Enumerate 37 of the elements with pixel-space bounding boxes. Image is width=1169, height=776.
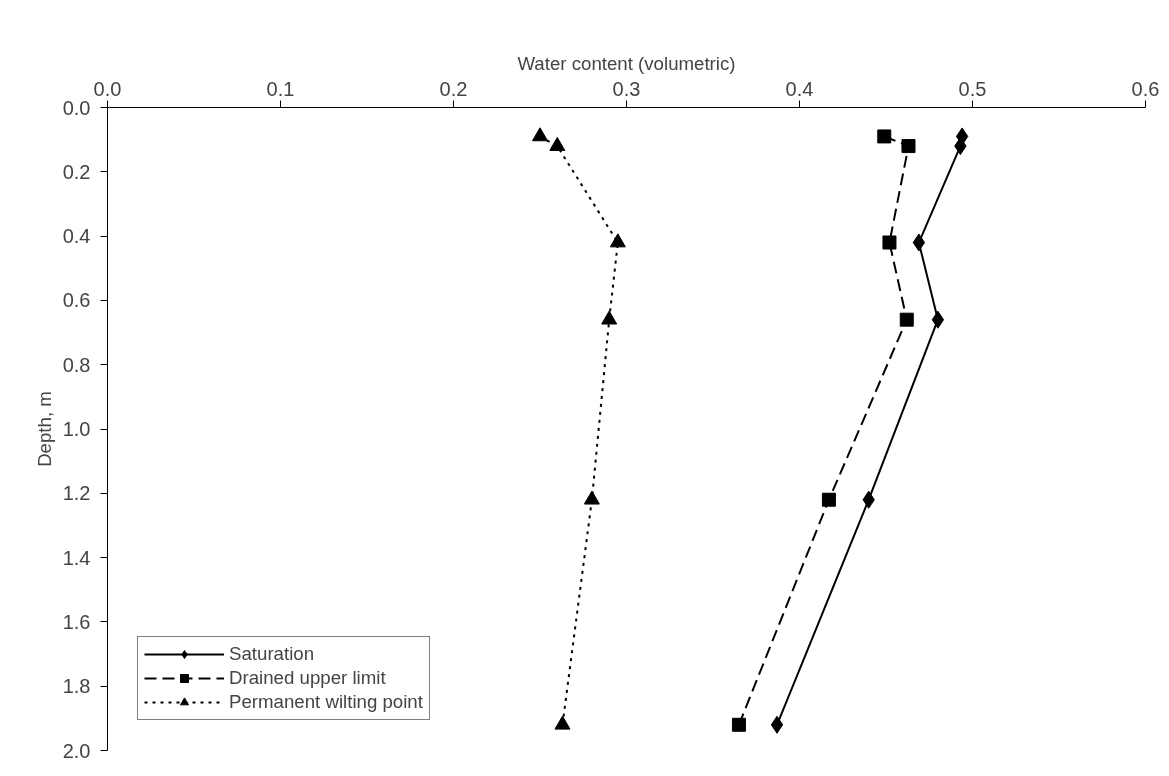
x-tick-label: 0.5 bbox=[958, 77, 987, 100]
point bbox=[912, 233, 926, 252]
y-tick-label: 0.0 bbox=[62, 96, 91, 119]
x-tick-label: 0.2 bbox=[439, 77, 468, 100]
point bbox=[901, 139, 916, 154]
point bbox=[931, 310, 945, 329]
point bbox=[821, 492, 836, 507]
point bbox=[583, 490, 600, 505]
point bbox=[770, 715, 784, 734]
y-axis-title: Depth, m bbox=[33, 391, 55, 467]
x-tick-label: 0.3 bbox=[612, 77, 641, 100]
point bbox=[877, 129, 892, 144]
y-tick-label: 1.2 bbox=[62, 482, 91, 505]
x-tick-label: 0.6 bbox=[1131, 77, 1160, 100]
y-tick-label: 1.0 bbox=[62, 418, 91, 440]
y-tick-label: 2.0 bbox=[62, 739, 91, 762]
legend-label: Saturation bbox=[229, 643, 315, 665]
y-tick-label: 1.8 bbox=[62, 675, 91, 698]
legend-label: Permanent wilting point bbox=[229, 691, 423, 713]
x-axis-title: Water content (volumetric) bbox=[517, 52, 736, 74]
point bbox=[609, 233, 626, 248]
point bbox=[554, 715, 571, 730]
x-tick-label: 0.0 bbox=[93, 77, 122, 100]
y-tick-label: 0.8 bbox=[62, 353, 91, 376]
y-tick-label: 0.6 bbox=[62, 289, 91, 312]
point bbox=[899, 312, 914, 327]
point bbox=[731, 717, 746, 732]
x-tick-label: 0.4 bbox=[785, 77, 814, 100]
x-tick-label: 0.1 bbox=[266, 77, 295, 100]
point bbox=[601, 310, 618, 325]
point bbox=[532, 127, 548, 142]
y-tick-label: 0.2 bbox=[62, 160, 91, 183]
y-tick-label: 1.6 bbox=[62, 610, 91, 633]
y-tick-label: 0.4 bbox=[62, 225, 91, 248]
point bbox=[882, 235, 897, 250]
legend-label: Drained upper limit bbox=[229, 667, 386, 689]
y-tick-label: 1.4 bbox=[62, 546, 91, 569]
